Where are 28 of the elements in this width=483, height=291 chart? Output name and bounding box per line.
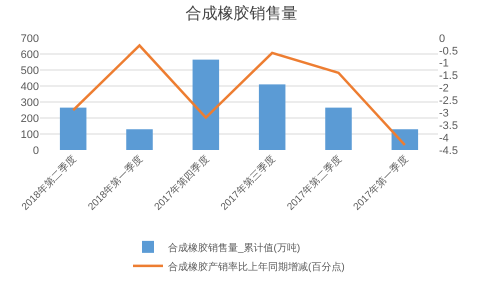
y-tick-label: 500 [20, 64, 39, 77]
y-tick-label: 600 [20, 48, 39, 61]
bar [325, 108, 352, 150]
bar [392, 129, 418, 150]
y2-tick-label: -3 [439, 108, 449, 120]
y-tick-label: 100 [20, 128, 39, 141]
y-tick-label: 200 [20, 112, 39, 125]
y-tick-label: 300 [20, 96, 39, 109]
legend-label: 合成橡胶产销率比上年同期增减(百分点) [168, 260, 345, 273]
legend-label: 合成橡胶销售量_累计值(万吨) [168, 242, 300, 254]
y2-tick-label: -3.5 [439, 120, 458, 132]
y2-tick-label: -4 [439, 132, 449, 144]
y-tick-label: 0 [32, 144, 39, 157]
y2-tick-label: -1 [439, 58, 449, 70]
bar [258, 84, 286, 150]
y2-tick-label: -4.5 [439, 144, 458, 157]
y-tick-label: 700 [20, 32, 39, 45]
y-tick-label: 400 [20, 80, 39, 93]
bar [126, 129, 153, 150]
y2-tick-label: -2 [439, 82, 449, 95]
y2-tick-label: -0.5 [439, 45, 458, 58]
y2-tick-label: 0 [439, 32, 446, 45]
chart-title: 合成橡胶销售量 [186, 4, 298, 22]
y2-tick-label: -1.5 [439, 70, 458, 82]
y2-tick-label: -2.5 [439, 95, 458, 108]
line-series [72, 44, 406, 146]
bar [192, 60, 220, 150]
bar [60, 108, 86, 150]
